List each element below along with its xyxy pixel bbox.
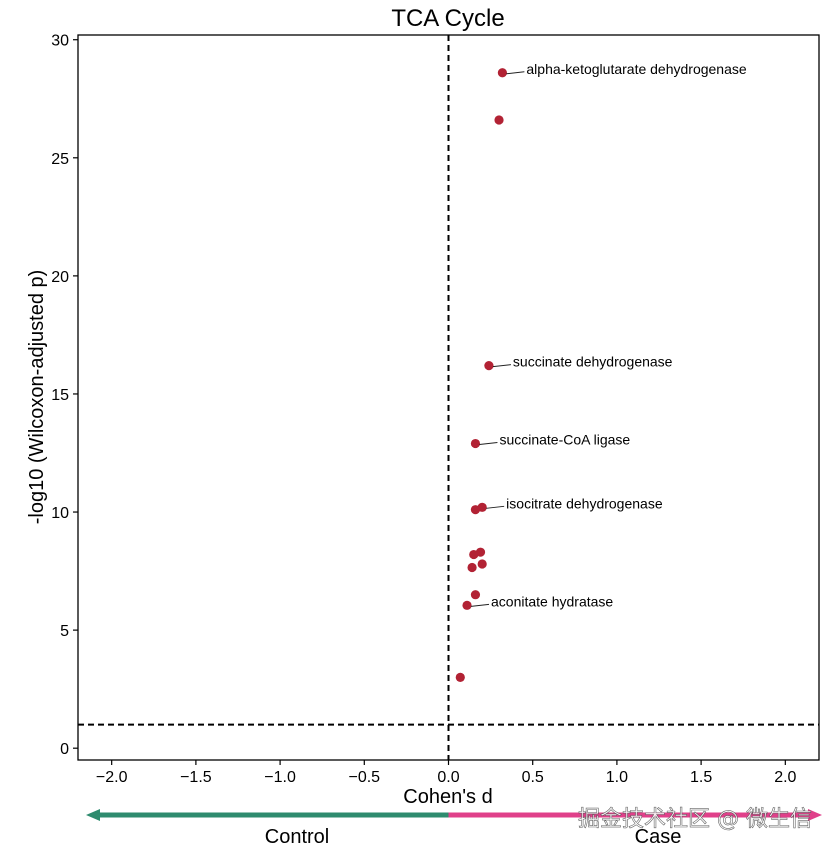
control-arrow-head (86, 809, 100, 821)
x-tick-label: 0.5 (522, 769, 544, 786)
x-tick-label: 1.0 (606, 769, 628, 786)
direction-arrows: Control Case (86, 809, 822, 848)
x-tick-label: 2.0 (774, 769, 796, 786)
case-arrow-head (808, 809, 822, 821)
y-tick-label: 25 (51, 151, 69, 168)
point-annotation: succinate-CoA ligase (499, 432, 630, 448)
data-point (484, 361, 494, 371)
point-annotation: isocitrate dehydrogenase (506, 495, 663, 511)
y-tick-label: 30 (51, 33, 69, 50)
point-annotation: aconitate hydratase (491, 593, 613, 609)
data-point (470, 438, 481, 449)
data-point (497, 68, 507, 78)
data-point (462, 600, 472, 610)
chart-title: TCA Cycle (391, 5, 504, 32)
control-label: Control (265, 826, 329, 848)
data-point (467, 562, 477, 573)
data-point (494, 115, 504, 125)
x-tick-label: −1.0 (264, 769, 296, 786)
y-tick-label: 10 (51, 505, 69, 522)
data-point (470, 590, 481, 600)
x-axis-title: Cohen's d (403, 786, 492, 808)
x-tick-label: 1.5 (690, 769, 712, 786)
data-point (470, 505, 481, 515)
y-axis-title: -log10 (Wilcoxon-adjusted p) (26, 270, 48, 525)
point-annotation: succinate dehydrogenase (513, 354, 673, 370)
y-tick-label: 0 (60, 741, 69, 758)
data-point (469, 549, 479, 560)
watermark: 掘金技术社区 @ 微生信 (578, 807, 812, 832)
plot-area: alpha-ketoglutarate dehydrogenase succina… (78, 35, 819, 760)
annotation-leader (492, 364, 511, 368)
x-tick-label: −1.5 (180, 769, 212, 786)
y-tick-label: 20 (51, 269, 69, 286)
data-point (455, 672, 465, 682)
case-label: Case (635, 826, 682, 848)
y-tick-label: 15 (51, 387, 69, 404)
y-tick-label: 5 (60, 623, 69, 640)
annotation-leader (506, 71, 525, 75)
annotation-leader (486, 505, 505, 509)
x-tick-label: 0.0 (437, 769, 459, 786)
annotation-leader (479, 442, 498, 446)
point-annotation: alpha-ketoglutarate dehydrogenase (526, 61, 746, 77)
annotation-leader (470, 603, 490, 607)
data-point (477, 559, 487, 569)
x-tick-label: −2.0 (96, 769, 128, 786)
x-tick-label: −0.5 (348, 769, 380, 786)
